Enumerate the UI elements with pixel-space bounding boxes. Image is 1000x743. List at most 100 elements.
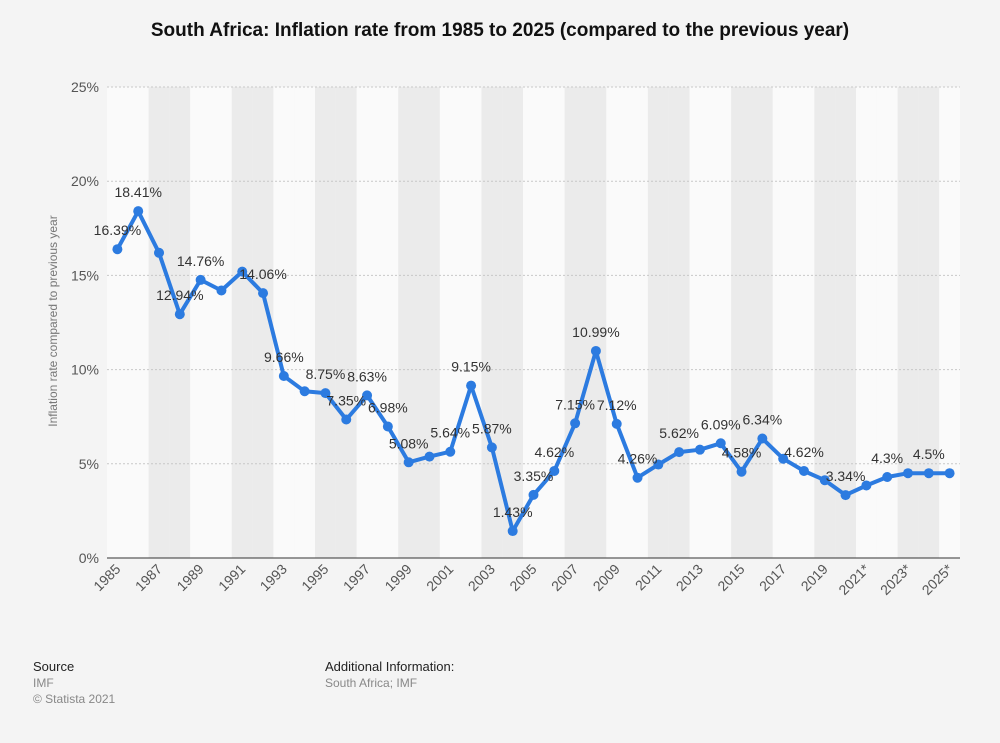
copyright: © Statista 2021: [33, 692, 116, 706]
y-tick-label: 0%: [79, 550, 99, 566]
data-point[interactable]: [341, 414, 352, 425]
data-label: 10.99%: [572, 324, 619, 340]
data-point[interactable]: [923, 468, 934, 479]
data-label: 6.98%: [368, 399, 408, 415]
data-point[interactable]: [653, 459, 664, 470]
year-band: [543, 87, 565, 558]
year-band: [190, 87, 212, 558]
line-chart: 0%5%10%15%20%25% 1985 1987 1989 1991 1993 199…: [46, 79, 960, 598]
data-point[interactable]: [674, 447, 685, 458]
year-band: [107, 87, 128, 558]
data-point[interactable]: [736, 466, 747, 477]
data-label: 7.15%: [555, 396, 595, 412]
source-heading: Source: [33, 659, 75, 674]
x-tick-label: 2013: [673, 561, 706, 594]
data-label: 7.35%: [326, 393, 366, 409]
data-label: 4.62%: [784, 444, 824, 460]
data-point[interactable]: [174, 309, 185, 320]
year-band: [835, 87, 856, 558]
year-band: [585, 87, 607, 558]
data-label: 8.75%: [306, 366, 346, 382]
year-band: [772, 87, 794, 558]
x-tick-label: 2005: [506, 561, 539, 594]
y-tick-label: 5%: [79, 456, 99, 472]
data-label: 14.76%: [177, 253, 224, 269]
data-point[interactable]: [715, 438, 726, 449]
data-point[interactable]: [611, 418, 622, 429]
y-tick-label: 20%: [71, 173, 99, 189]
year-band: [523, 87, 544, 558]
x-tick-label: 2021*: [835, 560, 873, 598]
data-point[interactable]: [362, 390, 373, 401]
year-band: [315, 87, 336, 558]
data-point[interactable]: [237, 266, 248, 277]
x-tick-label: 1999: [381, 561, 414, 594]
year-band: [647, 87, 669, 558]
x-tick-label: 2003: [465, 561, 498, 594]
data-labels: 16.39% 18.41% 12.94% 14.76% 14.06% 9.66%8.75%…: [94, 184, 945, 520]
year-band: [606, 87, 628, 558]
data-point[interactable]: [840, 490, 851, 501]
x-tick-label: 2019: [798, 561, 831, 594]
data-point[interactable]: [819, 475, 830, 486]
data-point[interactable]: [570, 418, 581, 429]
data-point[interactable]: [466, 380, 477, 391]
footer-additional-info: Additional Information: South Africa; IM…: [325, 659, 454, 691]
year-band: [689, 87, 711, 558]
data-point[interactable]: [861, 480, 872, 491]
data-label: 6.34%: [743, 412, 783, 428]
data-point[interactable]: [694, 444, 705, 455]
year-band: [460, 87, 482, 558]
data-point[interactable]: [424, 451, 435, 462]
data-point[interactable]: [757, 433, 768, 444]
year-band: [564, 87, 586, 558]
year-band: [897, 87, 919, 558]
data-point[interactable]: [507, 526, 518, 537]
data-point[interactable]: [320, 388, 331, 399]
x-tick-label: 1991: [215, 561, 248, 594]
data-point[interactable]: [112, 244, 123, 255]
data-point[interactable]: [258, 288, 269, 299]
data-point[interactable]: [528, 489, 539, 500]
data-label: 18.41%: [114, 184, 161, 200]
data-point[interactable]: [590, 345, 601, 356]
data-label: 9.66%: [264, 349, 304, 365]
year-band: [876, 87, 898, 558]
data-point[interactable]: [549, 465, 560, 476]
data-point[interactable]: [632, 472, 643, 483]
data-point[interactable]: [382, 421, 393, 432]
data-point[interactable]: [882, 471, 893, 482]
data-label: 16.39%: [94, 222, 141, 238]
year-band: [356, 87, 378, 558]
x-tick-label: 2009: [589, 561, 622, 594]
footer-source: Source IMF © Statista 2021: [33, 659, 115, 707]
data-label: 4.3%: [871, 450, 903, 466]
alternating-bands: [107, 87, 960, 558]
data-point[interactable]: [195, 274, 206, 285]
data-point[interactable]: [486, 442, 497, 453]
data-point[interactable]: [154, 247, 165, 258]
x-tick-label: 2023*: [877, 560, 915, 598]
data-point[interactable]: [299, 386, 310, 397]
info-text: South Africa; IMF: [325, 676, 418, 690]
source-name[interactable]: IMF: [33, 676, 54, 690]
data-point[interactable]: [902, 468, 913, 479]
data-point[interactable]: [216, 285, 227, 296]
y-tick-label: 10%: [71, 362, 99, 378]
data-point[interactable]: [403, 457, 414, 468]
x-tick-label: 1993: [257, 561, 290, 594]
data-point[interactable]: [133, 206, 144, 217]
x-tick-label: 1997: [340, 561, 373, 594]
data-point[interactable]: [278, 371, 289, 382]
data-point[interactable]: [778, 453, 789, 464]
data-point[interactable]: [798, 465, 809, 476]
x-tick-label: 1995: [298, 561, 331, 594]
year-band: [273, 87, 295, 558]
year-band: [918, 87, 940, 558]
data-point[interactable]: [445, 446, 456, 457]
data-label: 3.35%: [514, 468, 554, 484]
data-point[interactable]: [944, 468, 955, 479]
data-label: 6.09%: [701, 416, 741, 432]
data-label: 4.62%: [534, 444, 574, 460]
year-band: [939, 87, 960, 558]
